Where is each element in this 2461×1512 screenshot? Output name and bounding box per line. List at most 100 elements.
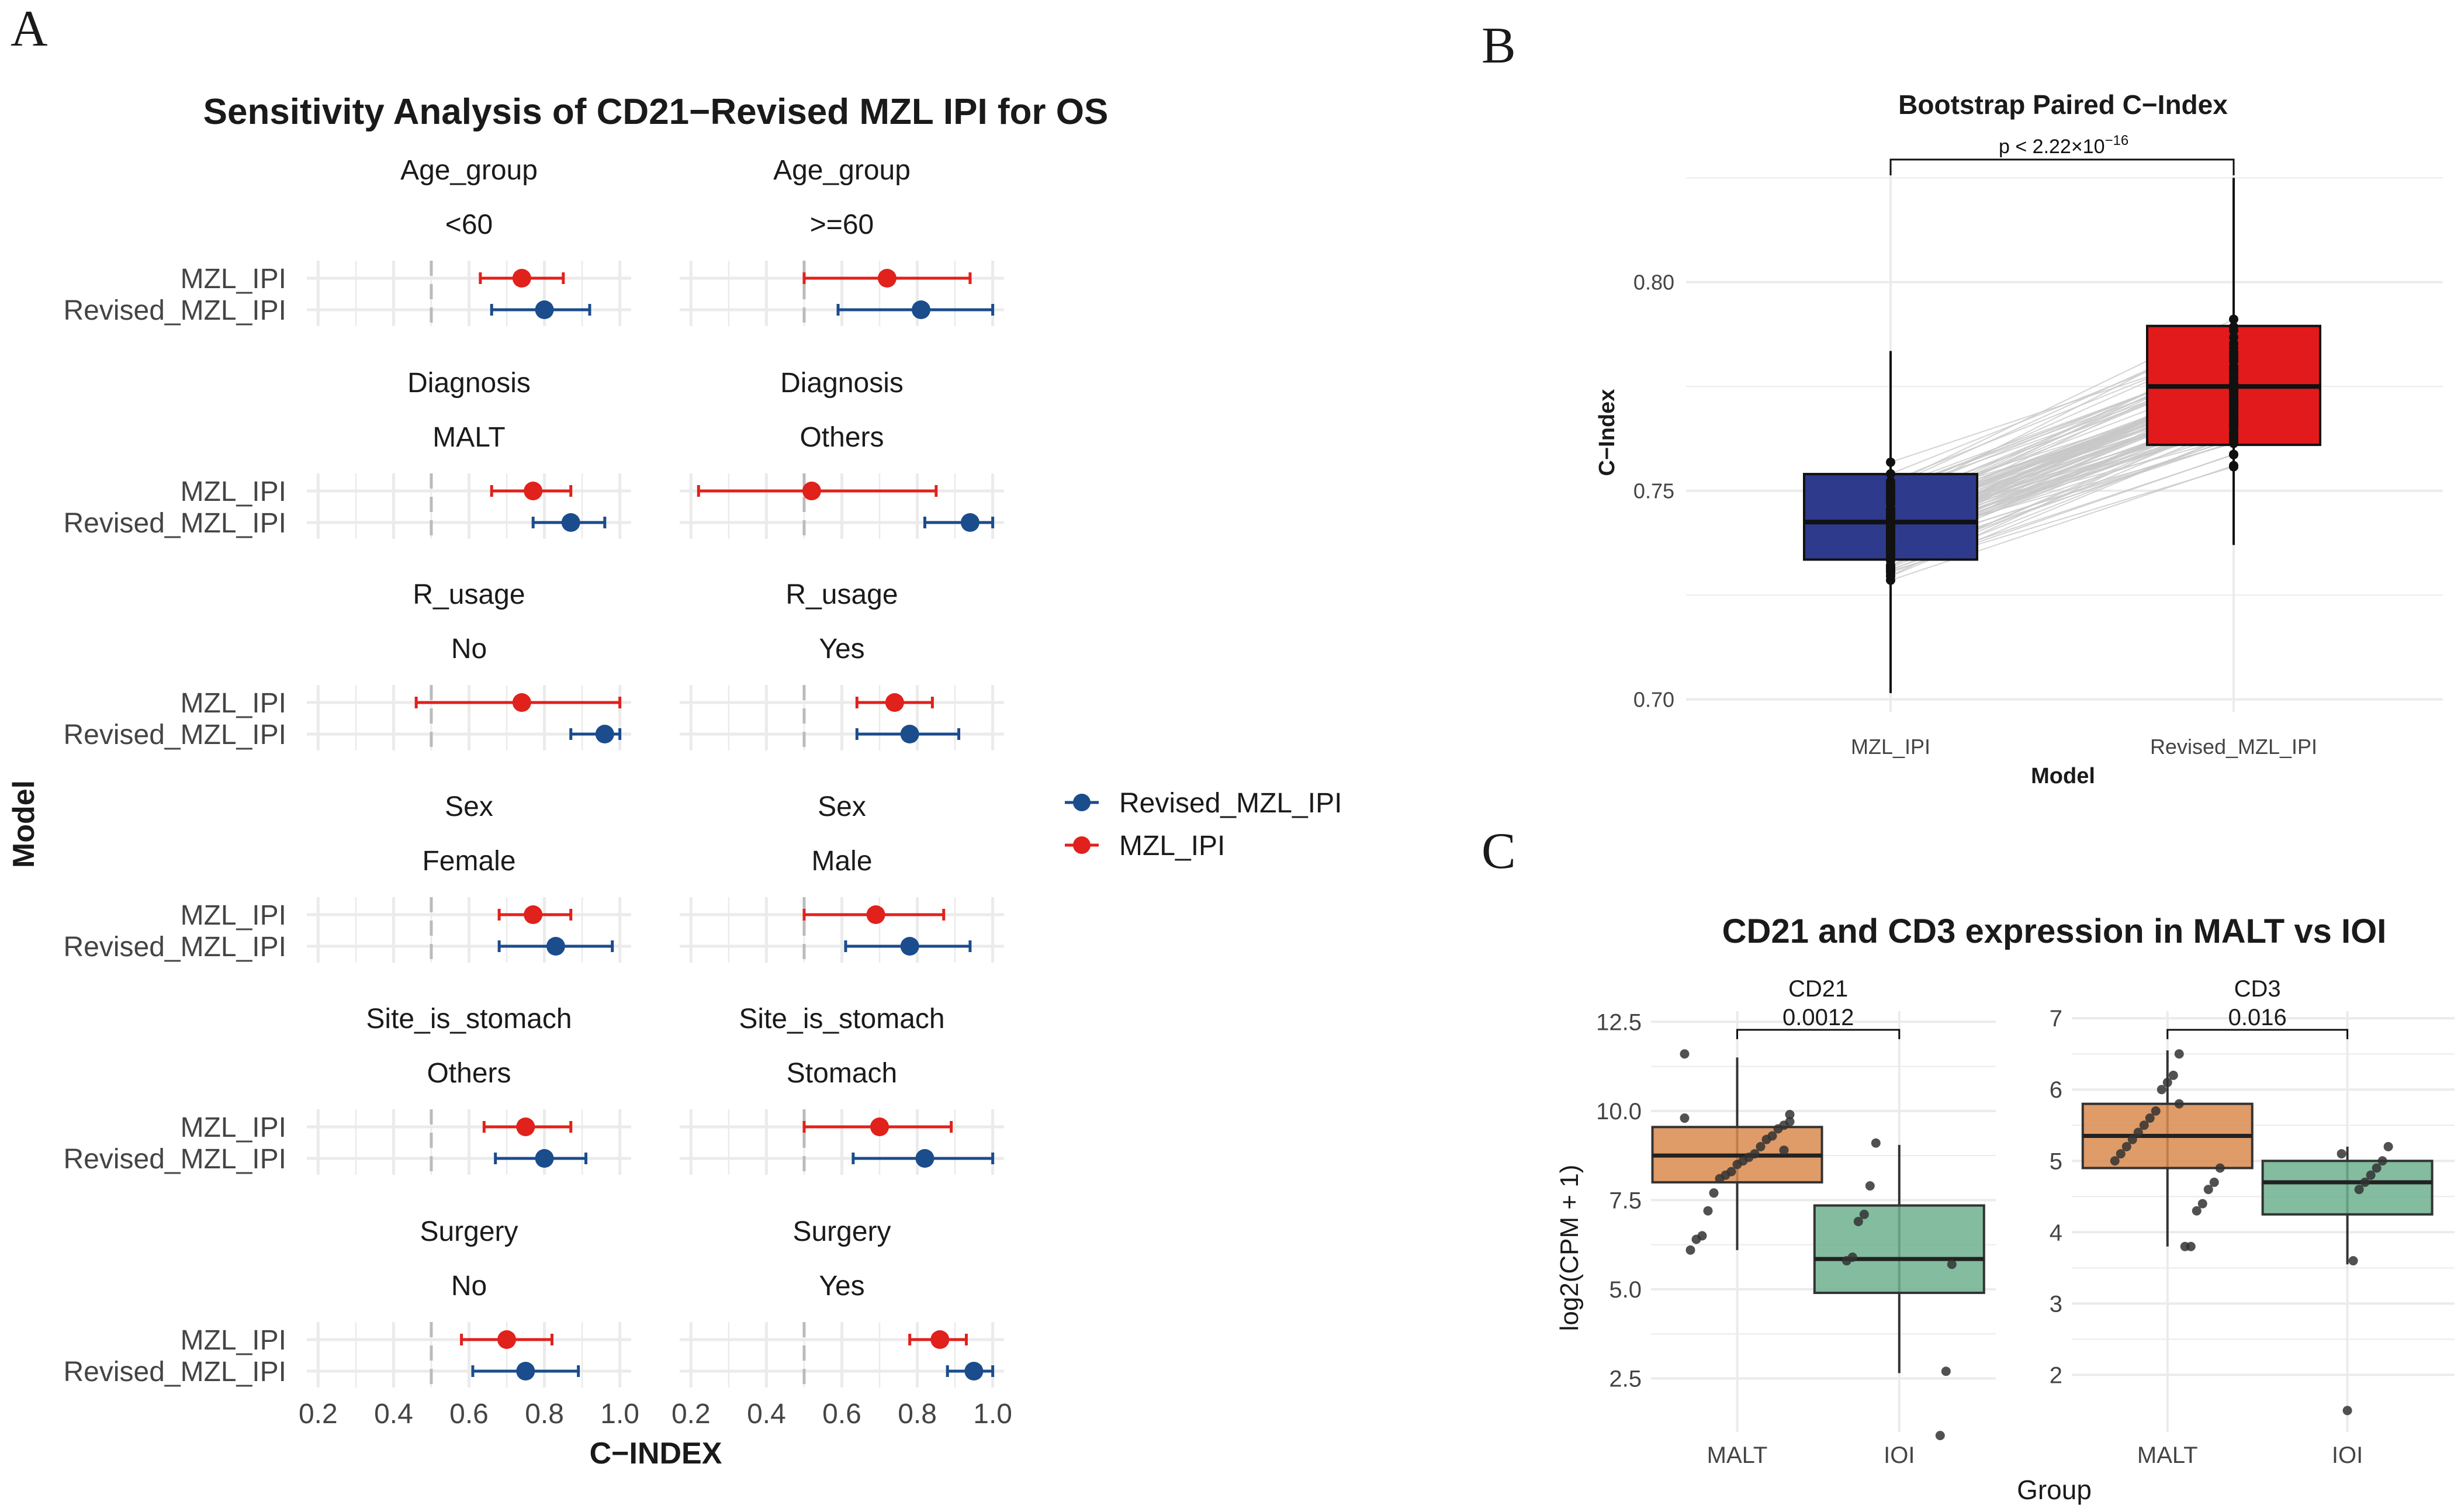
comparison-bracket bbox=[2166, 1029, 2349, 1039]
facet-variable-label: Sex bbox=[818, 791, 866, 822]
y-tick-label: 2.5 bbox=[1609, 1366, 1642, 1392]
panel-label-b: B bbox=[1482, 18, 1516, 74]
facet-variable-label: Surgery bbox=[792, 1216, 891, 1247]
data-point bbox=[2209, 1177, 2219, 1187]
row-label-revised: Revised_MZL_IPI bbox=[64, 1357, 287, 1388]
comparison-bracket bbox=[1736, 1029, 1901, 1039]
facet-level-label: Yes bbox=[819, 634, 864, 665]
mzl-point bbox=[524, 905, 543, 924]
data-point bbox=[2229, 369, 2238, 379]
y-tick-label: 7 bbox=[2050, 1006, 2062, 1032]
data-point bbox=[1947, 1260, 1957, 1269]
y-tick-label: 7.5 bbox=[1609, 1188, 1642, 1213]
facet-level-label: No bbox=[451, 1271, 487, 1302]
data-point bbox=[2229, 314, 2238, 324]
y-tick-label: 2 bbox=[2050, 1362, 2062, 1388]
facet-9: Site_is_stomach Others MZL_IPIRevised_MZL_… bbox=[64, 1004, 631, 1175]
data-point bbox=[1886, 549, 1895, 559]
row-label-revised: Revised_MZL_IPI bbox=[64, 1144, 287, 1175]
bootstrap-points bbox=[1886, 314, 2238, 585]
facet-level-label: <60 bbox=[445, 209, 493, 240]
data-point bbox=[2360, 1177, 2370, 1187]
data-point bbox=[1886, 469, 1895, 479]
row-label-revised: Revised_MZL_IPI bbox=[64, 295, 287, 326]
comparison-bracket bbox=[1889, 158, 2235, 175]
x-tick-label: IOI bbox=[1884, 1442, 1915, 1468]
data-point bbox=[2348, 1256, 2358, 1266]
data-point bbox=[2229, 326, 2238, 335]
revised-point bbox=[912, 300, 931, 319]
p-value-label: 0.0012 bbox=[1782, 1005, 1854, 1030]
data-point bbox=[2229, 383, 2238, 393]
data-point bbox=[1859, 1209, 1869, 1219]
data-point bbox=[1886, 537, 1895, 547]
facet-variable-label: Site_is_stomach bbox=[366, 1004, 572, 1034]
data-point bbox=[2203, 1185, 2213, 1195]
data-point bbox=[2162, 1078, 2172, 1088]
x-tick-label: 0.4 bbox=[747, 1399, 786, 1430]
mzl-point bbox=[516, 1117, 535, 1136]
data-point bbox=[1871, 1138, 1881, 1148]
panel-label-c: C bbox=[1482, 823, 1516, 880]
data-point bbox=[2197, 1199, 2207, 1209]
data-point bbox=[2229, 424, 2238, 434]
data-point bbox=[1715, 1174, 1725, 1184]
x-tick-label: 1.0 bbox=[973, 1399, 1012, 1430]
facet-level-label: >=60 bbox=[810, 209, 874, 240]
box-malt bbox=[1651, 1057, 1823, 1250]
data-point bbox=[1691, 1234, 1701, 1244]
data-point bbox=[1785, 1109, 1795, 1119]
p-value-label: 0.016 bbox=[2228, 1005, 2287, 1030]
box-body bbox=[2261, 1160, 2434, 1216]
y-tick-label: 5 bbox=[2050, 1148, 2062, 1174]
data-point bbox=[1685, 1245, 1695, 1255]
p-value-label: p < 2.22×10−16 bbox=[1999, 133, 2128, 158]
box-ioi bbox=[1813, 1144, 1985, 1373]
x-tick-label: IOI bbox=[2332, 1442, 2363, 1468]
facet-level-label: Yes bbox=[819, 1271, 864, 1302]
p-value-prefix: p < 2.22×10 bbox=[1999, 136, 2105, 158]
facet-6: R_usage Yes bbox=[680, 579, 1004, 750]
data-point bbox=[2133, 1127, 2143, 1137]
y-tick-label: 0.75 bbox=[1633, 479, 1674, 503]
data-point bbox=[2229, 462, 2238, 472]
x-tick-label: 0.6 bbox=[822, 1399, 861, 1430]
facet-variable-label: Surgery bbox=[420, 1216, 518, 1247]
facet-variable-label: Sex bbox=[445, 791, 493, 822]
revised-point bbox=[964, 1362, 984, 1380]
revised-point bbox=[960, 513, 979, 532]
facet-12: Surgery Yes bbox=[680, 1216, 1004, 1388]
data-point bbox=[2127, 1134, 2137, 1144]
data-point bbox=[2229, 406, 2238, 416]
data-point bbox=[2372, 1163, 2382, 1173]
x-tick-label: 0.8 bbox=[525, 1399, 564, 1430]
data-point bbox=[2116, 1149, 2126, 1159]
y-tick-label: 3 bbox=[2050, 1291, 2062, 1317]
y-tick-label: 4 bbox=[2050, 1220, 2062, 1245]
data-point bbox=[1865, 1181, 1875, 1191]
mzl-point bbox=[512, 269, 531, 288]
mzl-point bbox=[512, 693, 531, 712]
data-point bbox=[2229, 395, 2238, 404]
x-tick-label: MALT bbox=[1707, 1442, 1768, 1468]
row-label-mzl: MZL_IPI bbox=[181, 900, 286, 931]
data-point bbox=[2139, 1120, 2149, 1130]
y-axis-title-c: log2(CPM + 1) bbox=[1555, 1165, 1584, 1331]
data-point bbox=[1756, 1141, 1766, 1151]
data-point bbox=[1886, 457, 1895, 467]
x-tick-label: MZL_IPI bbox=[1851, 735, 1930, 759]
facet-variable-label: Site_is_stomach bbox=[739, 1004, 944, 1034]
revised-point bbox=[915, 1149, 934, 1168]
data-point bbox=[2145, 1113, 2155, 1123]
mzl-point bbox=[524, 482, 543, 500]
data-point bbox=[2110, 1156, 2120, 1166]
y-axis-title-a: Model bbox=[7, 780, 41, 868]
y-tick-label: 0.80 bbox=[1633, 271, 1674, 295]
x-axis-title-c: Group bbox=[2017, 1475, 2092, 1505]
data-point bbox=[2174, 1099, 2184, 1109]
y-tick-label: 0.70 bbox=[1633, 688, 1674, 712]
facet-level-label: Others bbox=[427, 1058, 511, 1089]
legend-label: MZL_IPI bbox=[1119, 831, 1225, 861]
